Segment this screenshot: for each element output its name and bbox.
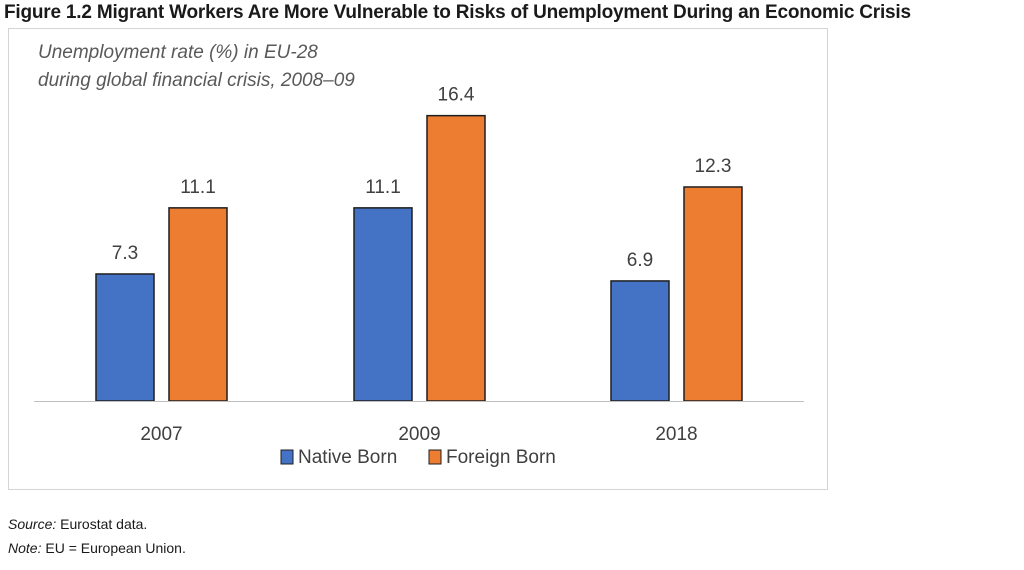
x-tick-label-2009: 2009: [398, 424, 440, 445]
source-text: Eurostat data.: [60, 516, 148, 532]
legend-swatch-foreign-born: [428, 449, 442, 465]
bar-foreign-born-2009: [426, 114, 486, 402]
bar-foreign-born-2007: [168, 207, 228, 402]
chart-subtitle-line-2: during global financial crisis, 2008–09: [38, 70, 355, 91]
data-label-foreign-born-2009: 16.4: [438, 85, 475, 106]
x-tick-label-2018: 2018: [655, 424, 697, 445]
data-label-native-born-2007: 7.3: [112, 243, 138, 264]
data-label-native-born-2009: 11.1: [365, 177, 401, 198]
figure-title: Figure 1.2 Migrant Workers Are More Vuln…: [4, 2, 911, 23]
bar-native-born-2009: [353, 207, 413, 402]
source-note: Source: Eurostat data.: [8, 516, 147, 532]
bar-native-born-2018: [610, 280, 670, 402]
source-label: Source:: [8, 516, 57, 532]
data-label-foreign-born-2018: 12.3: [695, 156, 732, 177]
abbreviation-note: Note: EU = European Union.: [8, 540, 186, 556]
chart-frame: [8, 28, 828, 490]
bar-native-born-2007: [95, 273, 155, 402]
legend-swatch-native-born: [280, 449, 294, 465]
legend-label-foreign-born: Foreign Born: [446, 447, 556, 468]
note-label: Note:: [8, 540, 42, 556]
x-tick-label-2007: 2007: [140, 424, 182, 445]
legend-label-native-born: Native Born: [298, 447, 397, 468]
bar-foreign-born-2018: [683, 186, 743, 402]
note-text: EU = European Union.: [45, 540, 186, 556]
data-label-native-born-2018: 6.9: [627, 250, 653, 271]
chart-subtitle-line-1: Unemployment rate (%) in EU-28: [38, 42, 318, 63]
data-label-foreign-born-2007: 11.1: [180, 177, 216, 198]
